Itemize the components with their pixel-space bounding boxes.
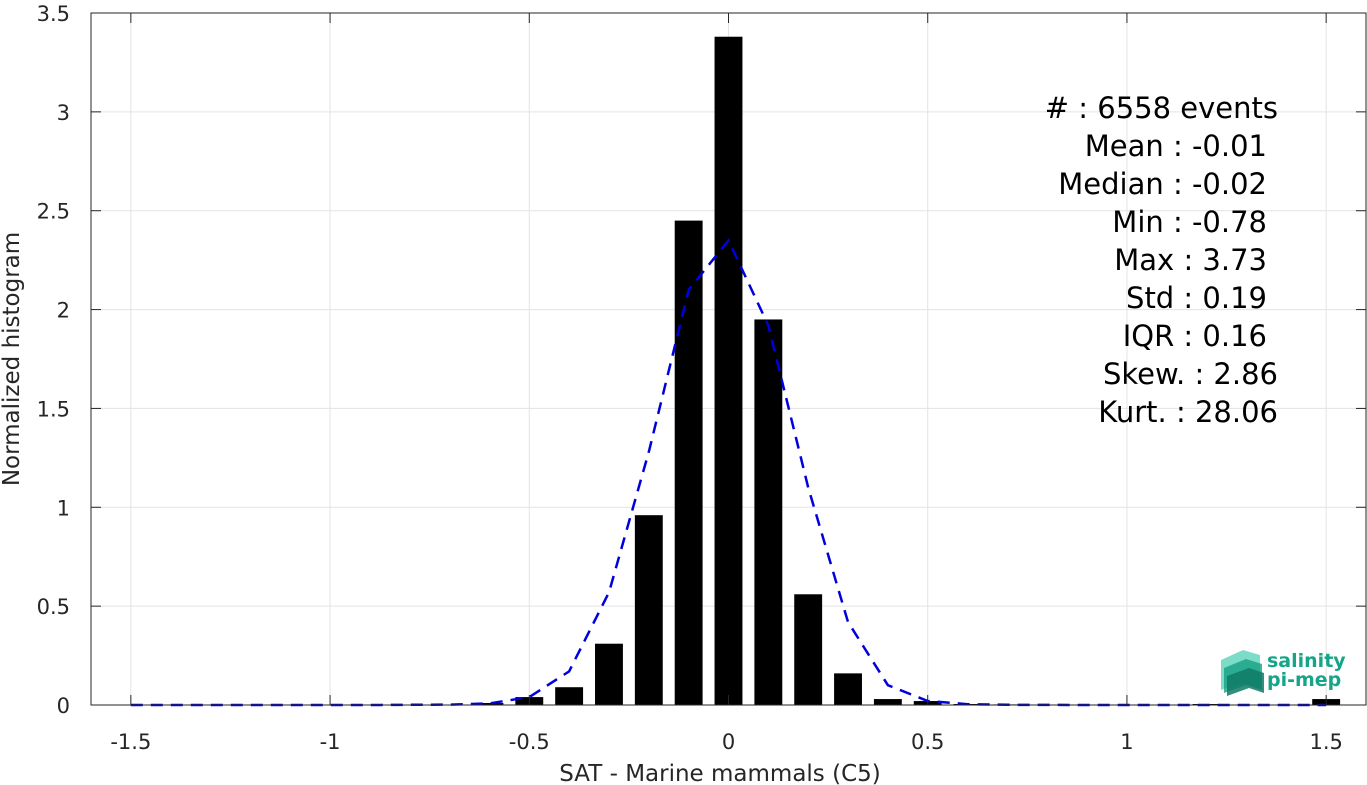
x-axis-label: SAT - Marine mammals (C5) [559, 761, 881, 785]
stats-box: # : 6558 events Mean : -0.01 Median : -0.0… [1045, 91, 1278, 429]
stat-line: Median : -0.02 [1058, 167, 1267, 201]
histogram-bar [754, 319, 783, 705]
y-tick-label: 1 [57, 496, 70, 520]
y-tick-labels: 0 0.5 1 1.5 2 2.5 3 3.5 [37, 2, 70, 718]
y-tick-label: 1.5 [37, 397, 70, 421]
salinity-pi-mep-logo: salinity pi-mep [1221, 650, 1346, 696]
histogram-bar [794, 594, 823, 705]
histogram-bar [674, 220, 703, 705]
x-tick-label: -0.5 [509, 730, 550, 754]
histogram-bar [595, 643, 623, 705]
y-tick-label: 2.5 [37, 200, 70, 224]
x-tick-label: 0 [722, 730, 735, 754]
stat-line: Min : -0.78 [1112, 205, 1267, 239]
y-tick-label: 0 [57, 694, 70, 718]
stat-line: Skew. : 2.86 [1103, 357, 1278, 391]
y-axis-label: Normalized histogram [0, 232, 25, 486]
x-tick-label: -1 [320, 730, 341, 754]
stat-line: Mean : -0.01 [1085, 129, 1267, 163]
histogram-bar [873, 699, 902, 705]
histogram-bar [834, 673, 862, 705]
logo-icon [1221, 650, 1264, 696]
y-tick-label: 3.5 [37, 2, 70, 26]
y-tick-label: 3 [57, 101, 70, 125]
y-tick-label: 0.5 [37, 595, 70, 619]
x-tick-label: 1.5 [1309, 730, 1342, 754]
stat-line: Max : 3.73 [1114, 243, 1267, 277]
stat-line: Std : 0.19 [1126, 281, 1267, 315]
x-tick-label: 0.5 [911, 730, 944, 754]
stat-line: IQR : 0.16 [1123, 319, 1267, 353]
fit-curve-group [130, 238, 1327, 707]
histogram-bar [555, 687, 584, 705]
axis-ticks [91, 12, 1366, 706]
stat-line: # : 6558 events [1045, 91, 1278, 125]
fit-curve-line [130, 238, 1327, 707]
logo-line2: pi-mep [1267, 669, 1341, 691]
logo-line1: salinity [1267, 650, 1346, 672]
x-tick-labels: -1.5 -1 -0.5 0 0.5 1 1.5 [110, 730, 1343, 754]
histogram-bar [634, 515, 663, 705]
histogram-bar [475, 703, 504, 705]
x-tick-label: -1.5 [110, 730, 151, 754]
stat-line: Kurt. : 28.06 [1098, 395, 1278, 429]
y-tick-label: 2 [57, 299, 70, 323]
x-tick-label: 1 [1120, 730, 1133, 754]
histogram-bar [714, 36, 743, 706]
